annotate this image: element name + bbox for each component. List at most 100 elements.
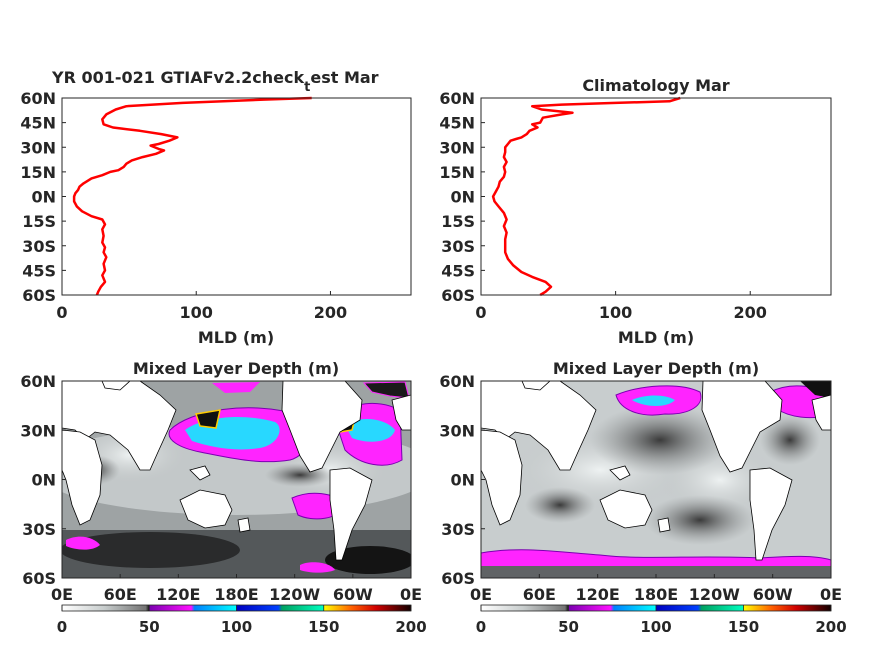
colorbar-tick-label: 200	[395, 618, 426, 636]
lat-tick-label: 30S	[22, 520, 56, 539]
map-climatology-dark-patch	[645, 495, 755, 545]
map-climatology-dark-patch	[590, 405, 730, 475]
lat-tick-label: 60N	[20, 372, 56, 391]
map-model-southern-magenta	[300, 562, 335, 573]
y-tick-label: 45N	[439, 114, 475, 133]
y-tick-label: 30S	[441, 237, 475, 256]
y-tick-label: 60N	[439, 89, 475, 108]
lat-tick-label: 30S	[441, 520, 475, 539]
map-climatology-field	[481, 381, 831, 578]
y-tick-label: 15N	[439, 163, 475, 182]
lat-tick-label: 0N	[450, 471, 475, 490]
map-climatology-arctic-dark	[800, 381, 831, 398]
lon-tick-label: 0E	[820, 585, 842, 604]
y-tick-label: 30N	[20, 138, 56, 157]
y-tick-label: 60S	[22, 286, 56, 305]
lon-tick-label: 0E	[400, 585, 422, 604]
colorbar-tick-label: 200	[815, 618, 846, 636]
x-tick-label: 0	[56, 303, 67, 322]
colorbar-model-ticks: 0 50 100 150 200	[57, 605, 427, 636]
lon-tick-label: 120W	[689, 585, 740, 604]
y-tick-label: 0N	[31, 188, 56, 207]
x-tick-label: 200	[314, 303, 347, 322]
colorbar-tick-label: 0	[57, 618, 67, 636]
profile-climatology-xlabel: MLD (m)	[618, 328, 694, 347]
y-tick-label: 30N	[439, 138, 475, 157]
colorbar-tick-label: 150	[728, 618, 759, 636]
map-plot-model: Mixed Layer Depth (m)	[20, 359, 422, 604]
map-model-land	[62, 381, 411, 561]
map-climatology-dark-patch	[760, 415, 820, 465]
colorbar-tick-label: 100	[640, 618, 671, 636]
colorbar-model: 0 50 100 150 200	[57, 604, 427, 636]
colorbar-climatology: 0 50 100 150 200	[476, 604, 847, 636]
map-model-natl-cyan	[345, 418, 395, 442]
map-model-title: Mixed Layer Depth (m)	[133, 359, 339, 378]
y-tick-label: 15S	[441, 212, 475, 231]
y-tick-label: 60S	[441, 286, 475, 305]
lon-tick-label: 120E	[156, 585, 200, 604]
map-plot-climatology: Mixed Layer Depth (m)	[439, 359, 842, 604]
map-model-arctic-patch	[362, 381, 410, 399]
colorbar-tick-label: 150	[308, 618, 339, 636]
profile-climatology-frame	[480, 97, 832, 296]
profile-model-series-line	[72, 96, 312, 296]
lat-tick-label: 60S	[441, 569, 475, 588]
colorbar-climatology-ticks: 0 50 100 150 200	[476, 605, 847, 636]
map-climatology-npac-cyan	[632, 395, 675, 406]
map-model-arctic-patch	[212, 382, 260, 393]
lat-tick-label: 0N	[31, 471, 56, 490]
map-model-field	[62, 381, 411, 578]
map-climatology-southern-dark	[481, 566, 831, 578]
lat-tick-label: 30N	[20, 421, 56, 440]
map-model-kuroshio	[195, 409, 221, 429]
profile-plot-model: YR 001-021 GTIAFv2.2checktest Mar 60N 45N…	[20, 68, 412, 347]
colorbar-tick-label: 0	[476, 618, 486, 636]
map-model-dark-patch	[62, 532, 240, 568]
lon-tick-label: 60E	[104, 585, 137, 604]
x-tick-label: 100	[599, 303, 632, 322]
profile-model-frame	[61, 97, 412, 296]
colorbar-tick-label: 50	[558, 618, 579, 636]
colorbar-tick-label: 100	[221, 618, 252, 636]
map-climatology-title: Mixed Layer Depth (m)	[553, 359, 759, 378]
colorbar-tick-label: 50	[139, 618, 160, 636]
profile-climatology-series-line	[491, 96, 681, 297]
map-model-southern-magenta	[66, 536, 100, 550]
y-tick-label: 45N	[20, 114, 56, 133]
map-model-dark-patch	[265, 463, 335, 487]
x-tick-label: 0	[475, 303, 486, 322]
lon-tick-label: 60W	[753, 585, 793, 604]
lon-tick-label: 0E	[51, 585, 73, 604]
lon-tick-label: 180E	[634, 585, 678, 604]
lon-tick-label: 60E	[523, 585, 556, 604]
x-tick-label: 100	[180, 303, 213, 322]
profile-model-title: YR 001-021 GTIAFv2.2checktest Mar	[51, 68, 379, 95]
lat-tick-label: 60S	[22, 569, 56, 588]
profile-model-xlabel: MLD (m)	[198, 328, 274, 347]
y-tick-label: 45S	[441, 261, 475, 280]
profile-plot-climatology: Climatology Mar 60N45N30N15N0N15S30S45S6…	[439, 76, 832, 347]
map-climatology-dark-patch	[525, 487, 595, 523]
y-tick-label: 60N	[20, 89, 56, 108]
lon-tick-label: 120E	[576, 585, 620, 604]
lon-tick-label: 120W	[269, 585, 320, 604]
lat-tick-label: 30N	[439, 421, 475, 440]
y-tick-label: 45S	[22, 261, 56, 280]
x-tick-label: 200	[734, 303, 767, 322]
profile-climatology-title: Climatology Mar	[582, 76, 729, 95]
y-tick-label: 15S	[22, 212, 56, 231]
lat-tick-label: 60N	[439, 372, 475, 391]
map-model-dark-patch	[325, 546, 411, 574]
y-tick-label: 0N	[450, 188, 475, 207]
y-tick-label: 15N	[20, 163, 56, 182]
lon-tick-label: 0E	[470, 585, 492, 604]
lon-tick-label: 60W	[333, 585, 373, 604]
map-climatology-land	[481, 381, 831, 561]
lon-tick-label: 180E	[214, 585, 258, 604]
